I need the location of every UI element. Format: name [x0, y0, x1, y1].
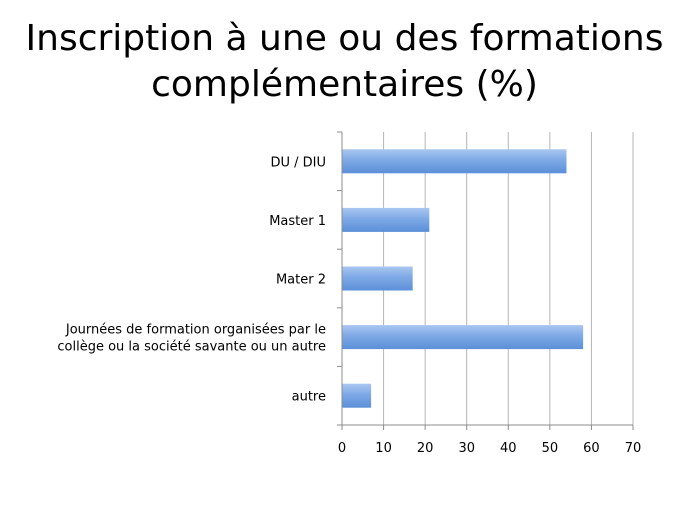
x-tick-label-70: 70 — [625, 441, 642, 456]
x-tick-label-20: 20 — [417, 441, 434, 456]
x-tick-label-10: 10 — [375, 441, 392, 456]
chart-title-line-2: complémentaires (%) — [151, 64, 538, 105]
x-tick-label-40: 40 — [500, 441, 517, 456]
category-label-5: autre — [292, 390, 326, 405]
category-labels: DU / DIU Master 1 Mater 2 Journées de forma… — [57, 155, 326, 404]
category-label-2: Master 1 — [269, 214, 326, 229]
x-tick-label-0: 0 — [338, 441, 346, 456]
bar-4 — [342, 325, 584, 350]
x-tick-label-50: 50 — [542, 441, 559, 456]
bars — [342, 149, 584, 408]
grid-lines — [383, 132, 634, 425]
category-label-3: Mater 2 — [276, 273, 326, 288]
x-tick-label-30: 30 — [458, 441, 475, 456]
chart-title: Inscription à une ou des formations comp… — [0, 16, 689, 108]
x-tick-label-60: 60 — [583, 441, 600, 456]
bar-2 — [342, 207, 430, 232]
bar-5 — [342, 383, 372, 408]
category-label-1: DU / DIU — [270, 155, 326, 170]
category-label-4-line-1: Journées de formation organisées par le — [65, 323, 326, 338]
bar-3 — [342, 266, 413, 291]
category-label-4-line-2: collège ou la société savante ou un autr… — [57, 340, 326, 355]
chart-title-line-1: Inscription à une ou des formations — [25, 18, 664, 59]
bar-1 — [342, 149, 567, 174]
x-tick-labels: 0 10 20 30 40 50 60 70 — [338, 441, 641, 456]
axes — [337, 131, 634, 430]
